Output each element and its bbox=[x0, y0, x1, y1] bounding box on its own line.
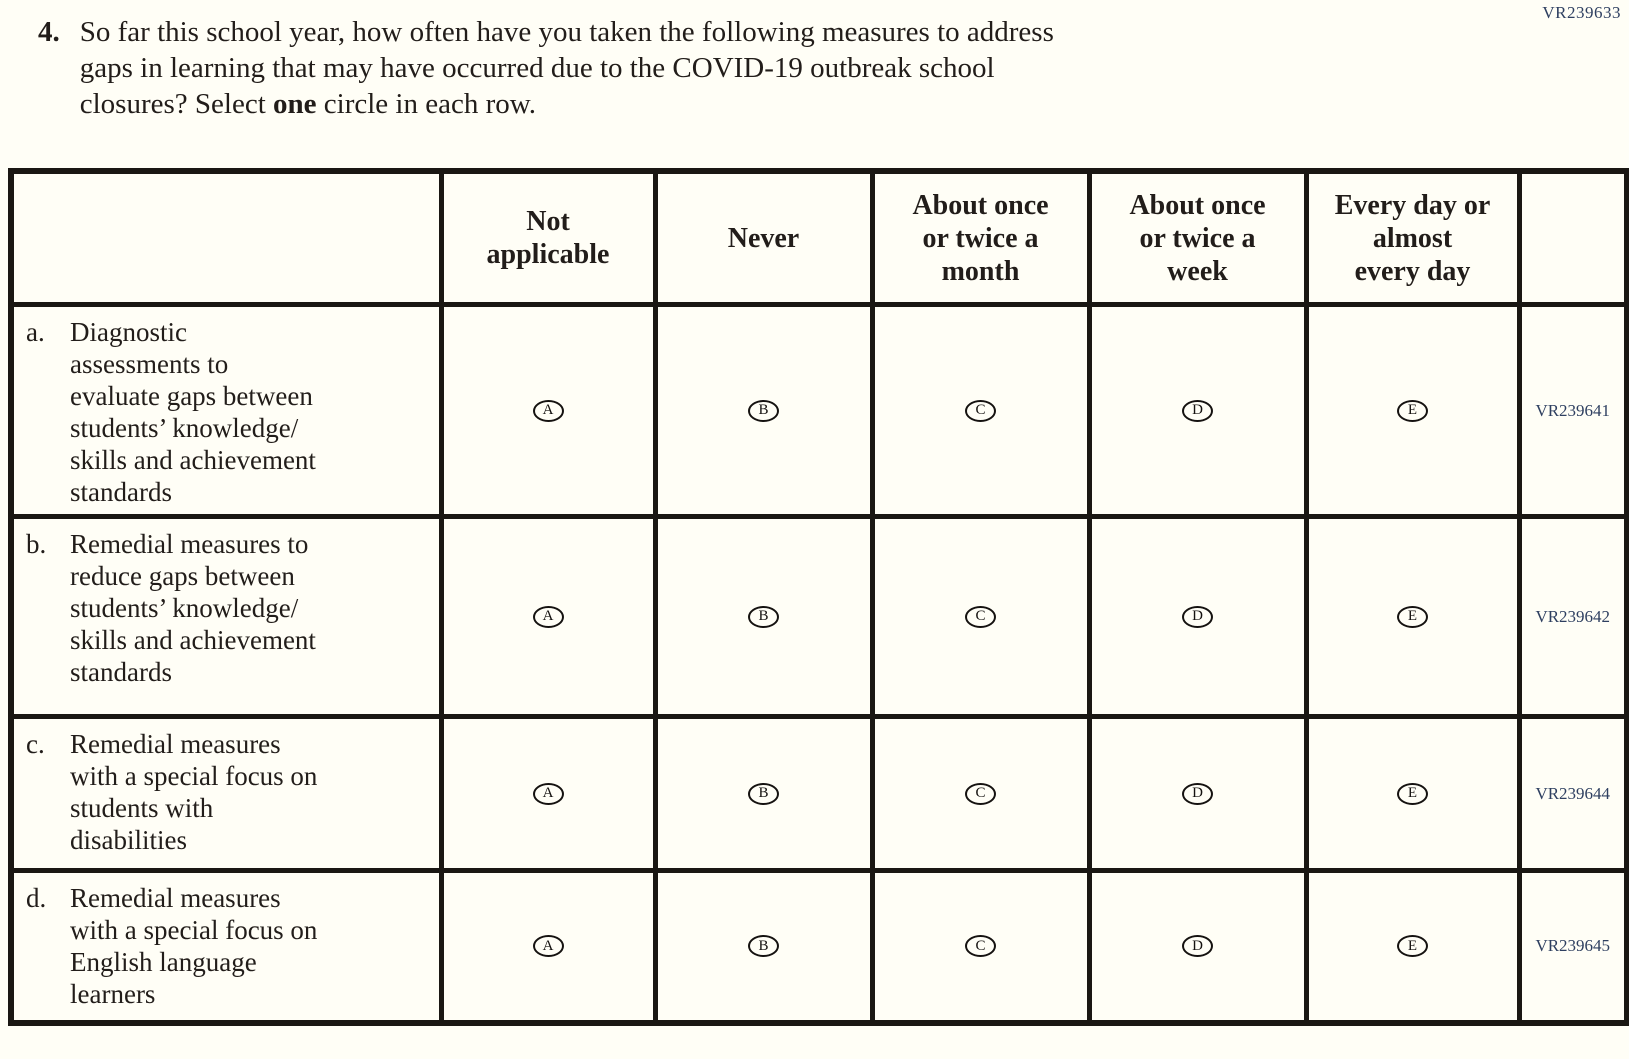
row-label: b. Remedial measures to reduce gaps betwe… bbox=[8, 514, 444, 719]
row-letter: c. bbox=[26, 729, 45, 759]
row-code: VR239641 bbox=[1516, 302, 1629, 519]
option-bubble-b[interactable]: B bbox=[748, 605, 779, 628]
option-cell-a: A bbox=[438, 302, 658, 519]
row-label: d. Remedial measures with a special focus… bbox=[8, 868, 444, 1025]
row-code: VR239642 bbox=[1516, 514, 1629, 719]
option-cell-a: A bbox=[438, 714, 658, 873]
option-bubble-a[interactable]: A bbox=[532, 605, 564, 628]
table-header-row: Not applicable Never About once or twice a… bbox=[8, 168, 1629, 307]
question-line-3-pre: closures? Select bbox=[79, 88, 274, 120]
row-code: VR239644 bbox=[1516, 714, 1629, 873]
option-cell-c: C bbox=[869, 714, 1092, 873]
row-letter: b. bbox=[26, 529, 47, 559]
question-line-3: closures? Select one circle in each row. bbox=[80, 86, 1054, 122]
table-row: a. Diagnostic assessments to evaluate gap… bbox=[8, 302, 1629, 519]
option-bubble-a[interactable]: A bbox=[532, 935, 564, 958]
option-bubble-d[interactable]: D bbox=[1182, 605, 1213, 628]
option-cell-c: C bbox=[869, 302, 1092, 519]
table-row: c. Remedial measures with a special focus… bbox=[8, 714, 1629, 873]
question-number: 4. bbox=[38, 16, 60, 48]
option-cell-b: B bbox=[652, 514, 875, 719]
option-cell-b: B bbox=[652, 302, 875, 519]
option-cell-e: E bbox=[1303, 514, 1522, 719]
option-cell-b: B bbox=[652, 714, 875, 873]
question-line-3-post: circle in each row. bbox=[316, 88, 537, 120]
question-line-1: So far this school year, how often have … bbox=[79, 16, 1054, 48]
option-cell-d: D bbox=[1086, 514, 1309, 719]
option-cell-c: C bbox=[869, 868, 1092, 1025]
option-cell-d: D bbox=[1086, 714, 1309, 873]
option-cell-a: A bbox=[438, 868, 658, 1025]
option-bubble-c[interactable]: C bbox=[965, 782, 996, 805]
option-bubble-c[interactable]: C bbox=[965, 399, 996, 422]
option-bubble-d[interactable]: D bbox=[1182, 399, 1213, 422]
option-bubble-c[interactable]: C bbox=[965, 935, 996, 958]
row-text: Diagnostic assessments to evaluate gaps … bbox=[70, 317, 316, 507]
row-text: Remedial measures with a special focus o… bbox=[70, 883, 318, 1009]
column-header-1: Not applicable bbox=[438, 168, 658, 307]
option-cell-b: B bbox=[652, 868, 875, 1025]
option-bubble-d[interactable]: D bbox=[1182, 782, 1213, 805]
option-bubble-a[interactable]: A bbox=[532, 399, 564, 422]
column-header-4: About once or twice a week bbox=[1086, 168, 1309, 307]
column-header-6 bbox=[1516, 168, 1629, 307]
option-cell-e: E bbox=[1303, 714, 1522, 873]
option-cell-e: E bbox=[1303, 868, 1522, 1025]
option-bubble-a[interactable]: A bbox=[532, 782, 564, 805]
table-row: d. Remedial measures with a special focus… bbox=[8, 868, 1629, 1025]
option-bubble-e[interactable]: E bbox=[1397, 605, 1428, 628]
column-header-5: Every day or almost every day bbox=[1303, 168, 1522, 307]
row-letter: a. bbox=[26, 317, 45, 347]
row-text: Remedial measures to reduce gaps between… bbox=[70, 529, 316, 687]
table-row: b. Remedial measures to reduce gaps betwe… bbox=[8, 514, 1629, 719]
option-bubble-e[interactable]: E bbox=[1397, 399, 1428, 422]
row-letter: d. bbox=[26, 883, 47, 913]
question-text: So far this school year, how often have … bbox=[80, 14, 1054, 122]
row-label: c. Remedial measures with a special focus… bbox=[8, 714, 444, 873]
option-bubble-d[interactable]: D bbox=[1182, 935, 1213, 958]
question-line-2: gaps in learning that may have occurred … bbox=[79, 52, 995, 84]
row-text: Remedial measures with a special focus o… bbox=[70, 729, 318, 855]
option-cell-d: D bbox=[1086, 302, 1309, 519]
option-bubble-c[interactable]: C bbox=[965, 605, 996, 628]
option-cell-a: A bbox=[438, 514, 658, 719]
option-cell-d: D bbox=[1086, 868, 1309, 1025]
option-cell-c: C bbox=[869, 514, 1092, 719]
option-bubble-b[interactable]: B bbox=[748, 782, 779, 805]
row-label: a. Diagnostic assessments to evaluate gap… bbox=[8, 302, 444, 519]
option-bubble-b[interactable]: B bbox=[748, 935, 779, 958]
option-bubble-e[interactable]: E bbox=[1397, 782, 1428, 805]
question-line-3-bold: one bbox=[273, 88, 317, 120]
option-cell-e: E bbox=[1303, 302, 1522, 519]
row-code: VR239645 bbox=[1516, 868, 1629, 1025]
column-header-0 bbox=[8, 168, 444, 307]
frequency-matrix-table: Not applicable Never About once or twice a… bbox=[8, 168, 1629, 1026]
option-bubble-b[interactable]: B bbox=[748, 399, 779, 422]
option-bubble-e[interactable]: E bbox=[1397, 935, 1428, 958]
column-header-3: About once or twice a month bbox=[869, 168, 1092, 307]
column-header-2: Never bbox=[652, 168, 875, 307]
question-block: 4. So far this school year, how often ha… bbox=[38, 14, 1509, 122]
form-code: VR239633 bbox=[1542, 3, 1621, 22]
